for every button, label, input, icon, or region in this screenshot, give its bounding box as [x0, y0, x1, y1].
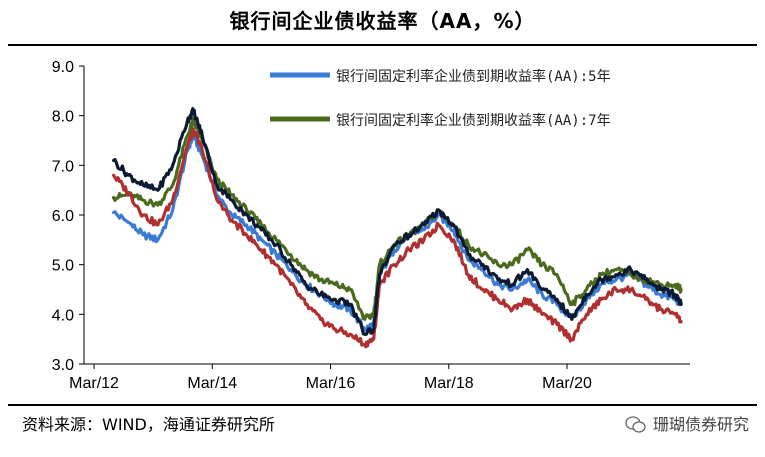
- source-note: 资料来源：WIND，海通证券研究所: [22, 415, 275, 434]
- y-tick-label: 7.0: [52, 158, 74, 175]
- y-tick-label: 5.0: [52, 258, 74, 275]
- watermark-label: 珊瑚债券研究: [652, 415, 749, 434]
- y-tick-label: 3.0: [52, 357, 74, 374]
- x-tick-label: Mar/16: [306, 375, 356, 392]
- bottom-rule: [8, 404, 757, 406]
- top-rule: [8, 44, 757, 46]
- y-tick-label: 9.0: [52, 59, 74, 76]
- series-line-4: [112, 107, 683, 336]
- line-chart: 3.0 4.0 5.0 6.0 7.0 8.0 9.0 Mar/12 Mar/14 Mar/16 M…: [52, 59, 690, 392]
- series-line-3: [112, 127, 683, 349]
- wechat-icon: [625, 416, 646, 433]
- x-tick-label: Mar/12: [69, 375, 119, 392]
- x-tick-label: Mar/18: [424, 375, 474, 392]
- x-tick-label: Mar/20: [542, 375, 592, 392]
- chart-axes: 3.0 4.0 5.0 6.0 7.0 8.0 9.0 Mar/12 Mar/14 Mar/16 M…: [52, 59, 690, 392]
- legend-label-2: 银行间固定利率企业债到期收益率(AA):7年: [336, 112, 611, 129]
- x-tick-label: Mar/14: [187, 375, 237, 392]
- watermark: 珊瑚债券研究: [625, 408, 749, 442]
- page-title: 银行间企业债收益率（AA，%）: [229, 9, 536, 33]
- chart-legend: 银行间固定利率企业债到期收益率(AA):5年银行间固定利率企业债到期收益率(AA…: [270, 68, 611, 129]
- chart-lines: [112, 107, 683, 349]
- y-tick-label: 6.0: [52, 208, 74, 225]
- y-tick-label: 8.0: [52, 109, 74, 126]
- y-tick-label: 4.0: [52, 307, 74, 324]
- legend-label-1: 银行间固定利率企业债到期收益率(AA):5年: [336, 68, 611, 85]
